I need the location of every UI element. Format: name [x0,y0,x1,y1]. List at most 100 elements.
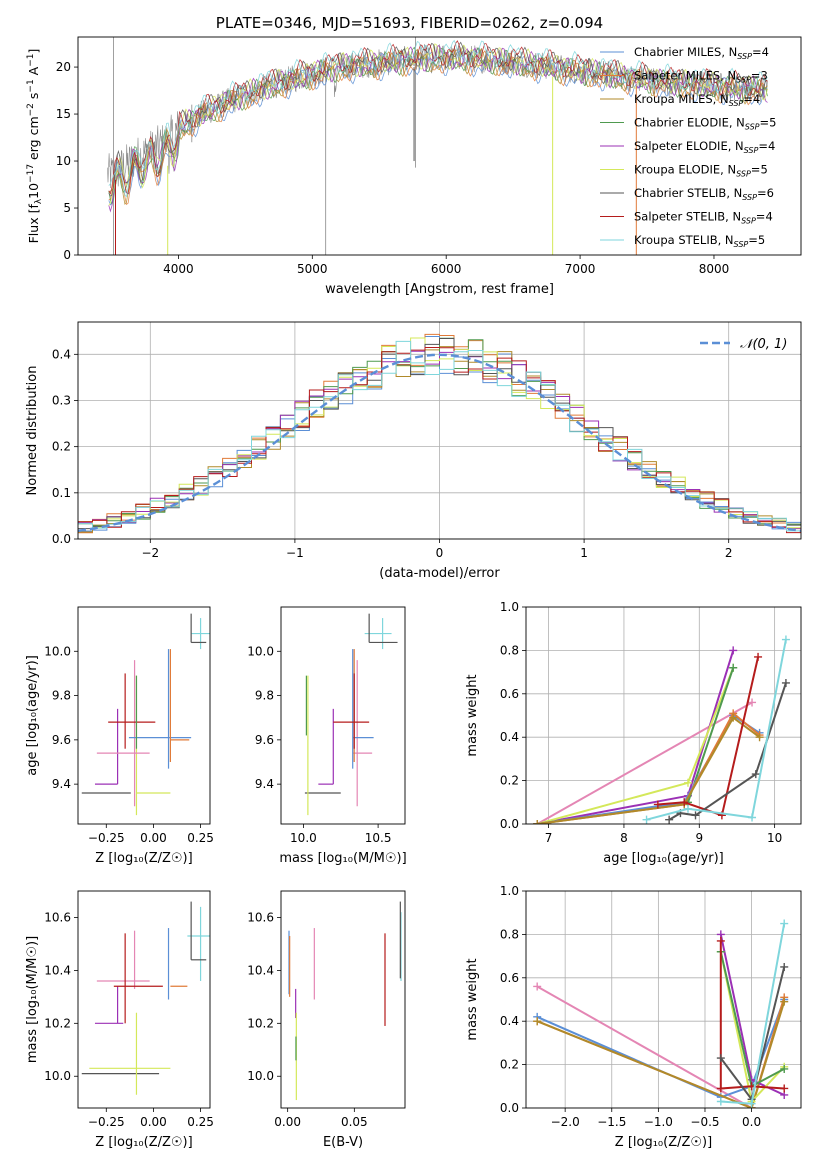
normal-curve [78,353,801,533]
legend-nssp: 5 [769,116,776,130]
x-tick-label: −1.5 [597,1115,626,1129]
legend-nssp: 4 [768,139,775,153]
series-line-salpeter_stelib [657,656,760,817]
histogram-kroupa_stelib [78,340,801,532]
y-tick-label: 0.1 [52,486,71,500]
y-axis-label: Flux [fλ10−17 erg cm−2 s−1 A−1] [26,49,44,244]
legend-sep: , N [728,139,744,153]
series-line-salpeter_miles [536,997,786,1108]
model-line-salpeter_stelib [108,40,768,195]
plot-area-massweight_vs_age [526,607,801,824]
series-marker [748,698,757,707]
y-axis-label-part: 10 [26,183,41,199]
series-marker [533,820,542,824]
y-axis-label-part: −1 [26,79,36,92]
legend-entry: Chabrier MILES, NSSP=4 [634,45,769,61]
y-tick-label: 0.4 [52,347,71,361]
legend-sub: SSP [736,76,751,85]
legend-name: Salpeter MILES [634,69,720,83]
series-marker [729,646,738,655]
legend-entry: Kroupa ELODIE, NSSP=5 [634,163,768,179]
legend-name: Salpeter ELODIE [634,139,728,153]
legend-nssp: 3 [760,69,767,83]
series-marker [780,997,789,1006]
legend-name: Chabrier ELODIE [634,116,729,130]
axes-frame [280,890,406,1109]
series-marker [781,635,790,644]
plot-area-massweight_vs_Z [526,891,801,1108]
legend-sub: SSP [734,240,749,249]
y-tick-label: 0.4 [500,730,519,744]
legend-eq: = [748,233,758,247]
legend-eq: = [756,210,766,224]
legend-sep: , N [713,92,729,106]
panel-spectrum: 4000 5000 6000 7000 8000 0 5 10 15 20 wavelength [… [26,36,802,297]
series-marker [747,1099,756,1108]
legend-name: Chabrier MILES [634,45,721,59]
series-marker [716,1054,725,1063]
legend-sub: SSP [736,170,751,179]
legend-nssp: 4 [753,92,760,106]
y-tick-label: 15 [56,107,71,121]
legend-entry: 𝒩(0, 1) [740,337,787,352]
legend-entry: Salpeter STELIB, NSSP=4 [634,210,773,226]
x-tick-label: 2 [725,546,733,560]
plot-area-mass_vs_ebv [288,901,402,1101]
y-tick-label: 0.6 [500,687,519,701]
legend-entry: Kroupa STELIB, NSSP=5 [634,233,765,249]
legend-sep: , N [729,116,745,130]
series-line-kroupa_miles [536,1001,786,1108]
y-tick-label: 10.0 [44,1069,71,1083]
x-tick-label: 8000 [699,262,730,276]
series-marker [748,813,757,822]
y-tick-label: 9.4 [255,777,274,791]
x-tick-label: 0.25 [187,831,214,845]
legend-sub: SSP [745,123,760,132]
legend-entry: Salpeter ELODIE, NSSP=4 [634,139,775,155]
figure-title: PLATE=0346, MJD=51693, FIBERID=0262, z=0… [216,14,603,32]
y-tick-label: 0.0 [500,817,519,831]
series-marker [780,962,789,971]
panel-age_vs_Z: −0.25 0.00 0.25 9.4 9.6 9.8 10.0 Z [log₁₀(Z/Z☉)… [25,606,214,866]
axes-frame [77,890,211,1109]
axes-frame [525,890,802,1109]
series-marker [780,919,789,928]
legend-sub: SSP [744,146,759,155]
y-tick-label: 1.0 [500,884,519,898]
model-line-chabrier_miles [108,50,768,206]
y-tick-label: 10.4 [247,963,274,977]
x-tick-label: 9 [695,831,703,845]
panel-massweight_vs_age: 7 8 9 10 0.0 0.2 0.4 0.6 0.8 1.0 age [log₁₀(age/yr… [465,600,802,866]
x-axis-label: (data-model)/error [379,566,500,581]
x-tick-label: −1 [286,546,304,560]
y-axis-label-part: erg cm [26,116,41,164]
series-marker [729,713,738,722]
y-axis-label: age [log₁₀(age/yr)] [25,655,40,776]
legend-eq: = [743,92,753,106]
x-tick-label: 7 [545,831,553,845]
x-tick-label: 7000 [565,262,596,276]
y-tick-label: 0.8 [500,927,519,941]
legend-name: Chabrier STELIB [634,186,726,200]
legend-sep: , N [720,163,736,177]
legend-sep: , N [720,69,736,83]
legend-eq: = [758,139,768,153]
legend-sep: , N [718,233,734,247]
y-axis-label-part: A [26,66,41,79]
series-line-pink [536,701,753,824]
legend-sub: SSP [742,193,757,202]
y-tick-label: 0.2 [500,1058,519,1072]
series-line-salpeter_stelib [719,940,785,1090]
y-tick-label: 0.2 [500,774,519,788]
series-marker [751,770,760,779]
x-axis-label: Z [log₁₀(Z/Z☉)] [95,1135,192,1150]
series-marker [780,1084,789,1093]
x-tick-label: 0.00 [274,1115,301,1129]
axes-frame [280,606,406,825]
series-line-kroupa_miles [537,716,761,824]
y-tick-label: 9.8 [255,689,274,703]
plot-area-residuals [78,322,801,539]
legend-sub: SSP [737,52,752,61]
y-tick-label: 0.0 [52,532,71,546]
x-tick-label: 0.25 [187,1115,214,1129]
